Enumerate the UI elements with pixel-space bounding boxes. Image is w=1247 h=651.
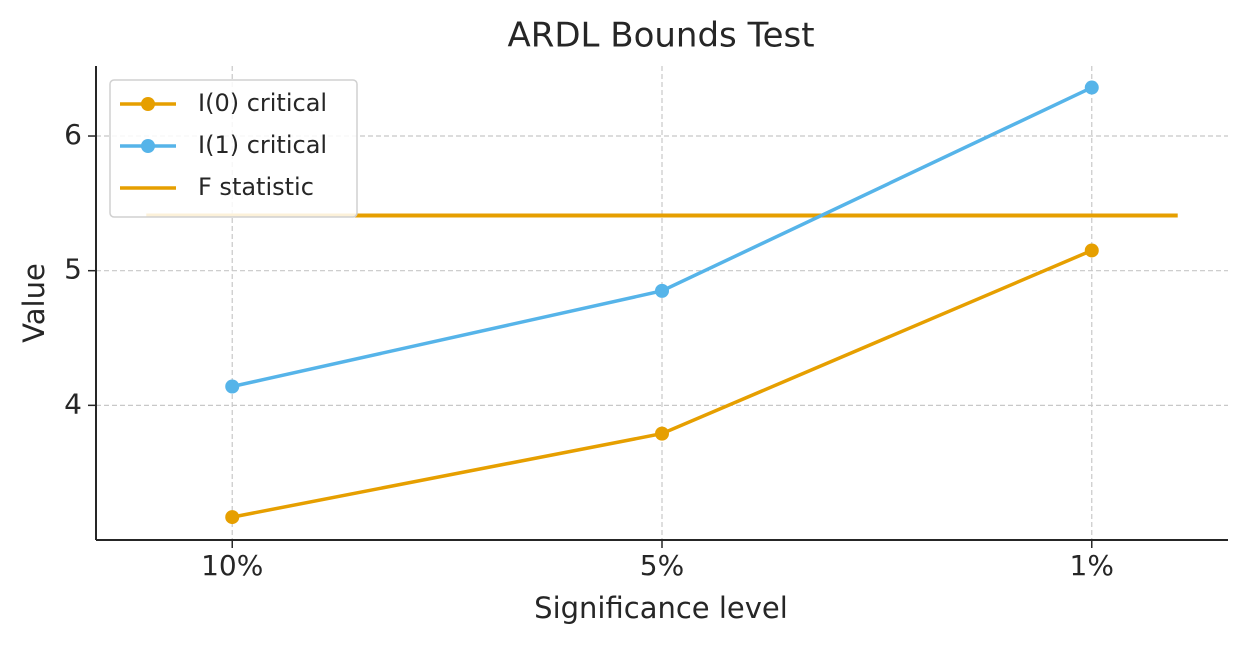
x-tick-label: 5%	[640, 549, 684, 582]
legend-marker	[141, 139, 155, 153]
legend-label: I(0) critical	[198, 89, 327, 117]
data-point	[655, 426, 669, 441]
x-axis-label: Significance level	[534, 591, 788, 625]
y-tick-label: 6	[64, 118, 82, 151]
data-point	[225, 379, 240, 394]
chart-title: ARDL Bounds Test	[507, 16, 814, 56]
legend-box	[109, 79, 358, 218]
legend-marker	[141, 97, 155, 111]
y-tick-label: 4	[64, 387, 82, 420]
data-point	[225, 510, 240, 525]
data-point	[655, 283, 669, 298]
y-axis-label: Value	[17, 263, 51, 343]
legend-label: F statistic	[198, 173, 314, 201]
x-tick-label: 10%	[201, 549, 263, 582]
data-point	[1084, 243, 1099, 258]
y-tick-label: 5	[64, 253, 82, 286]
legend-label: I(1) critical	[198, 131, 327, 159]
data-point	[1084, 80, 1099, 95]
x-tick-label: 1%	[1070, 549, 1114, 582]
